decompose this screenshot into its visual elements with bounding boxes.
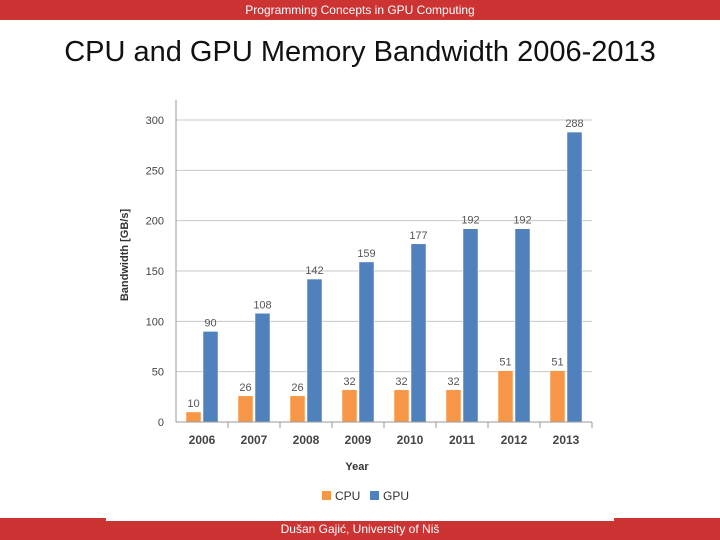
- bar-gpu: [254, 313, 271, 423]
- chart-legend: CPU GPU: [322, 489, 409, 503]
- chart-axes: 0 50 100 150 200 250 300 2006 2007 2008 2009 2010 20…: [146, 100, 593, 447]
- x-tick-label: 2012: [501, 433, 528, 447]
- data-label-cpu: 26: [239, 382, 251, 394]
- data-label-gpu: 192: [513, 215, 531, 227]
- x-tick-label: 2006: [189, 433, 216, 447]
- bar-cpu: [341, 389, 358, 423]
- legend-label-gpu: GPU: [383, 489, 409, 503]
- data-label-cpu: 32: [447, 376, 459, 388]
- data-label-gpu: 192: [461, 215, 479, 227]
- bar-gpu: [358, 261, 375, 423]
- data-label-cpu: 51: [551, 357, 563, 369]
- y-tick-label: 150: [146, 266, 164, 278]
- bar-cpu: [497, 370, 514, 423]
- data-label-gpu: 108: [253, 299, 271, 311]
- legend-swatch-cpu: [322, 491, 331, 500]
- data-label-cpu: 51: [499, 357, 511, 369]
- x-tick-label: 2007: [241, 433, 268, 447]
- y-tick-label: 100: [146, 316, 164, 328]
- bar-cpu: [289, 395, 306, 423]
- data-label-gpu: 142: [305, 265, 323, 277]
- bar-gpu: [566, 131, 583, 423]
- y-axis-title: Bandwidth [GB/s]: [119, 209, 131, 302]
- legend-label-cpu: CPU: [335, 489, 360, 503]
- bar-gpu: [410, 243, 427, 423]
- x-tick-label: 2010: [397, 433, 424, 447]
- presentation-header-bar: Programming Concepts in GPU Computing: [0, 0, 720, 20]
- data-label-gpu: 159: [357, 248, 375, 260]
- x-axis-title: Year: [345, 461, 369, 473]
- bar-cpu: [237, 395, 254, 423]
- y-tick-label: 250: [146, 165, 164, 177]
- chart-gridlines: [176, 119, 592, 423]
- y-tick-label: 300: [146, 115, 164, 127]
- bar-gpu: [202, 331, 219, 423]
- data-label-gpu: 177: [409, 230, 427, 242]
- bar-cpu: [185, 411, 202, 423]
- bar-gpu: [462, 228, 479, 423]
- bar-cpu: [549, 370, 566, 423]
- y-tick-label: 50: [152, 367, 164, 379]
- x-tick-label: 2008: [293, 433, 320, 447]
- data-label-gpu: 90: [204, 317, 216, 329]
- y-tick-label: 0: [158, 417, 164, 429]
- legend-swatch-gpu: [370, 491, 379, 500]
- data-label-cpu: 10: [187, 398, 199, 410]
- slide-title: CPU and GPU Memory Bandwidth 2006-2013: [64, 36, 656, 68]
- data-label-gpu: 288: [565, 118, 583, 130]
- x-tick-label: 2013: [553, 433, 580, 447]
- bar-cpu: [445, 389, 462, 423]
- x-tick-label: 2011: [449, 433, 475, 447]
- bar-gpu: [306, 278, 323, 423]
- chart-data-labels: 10 90 26 108 26 142 32 159 32 177 32 192 51 192 51 288: [187, 118, 583, 410]
- presentation-footer-bar: [0, 518, 720, 540]
- presentation-header-text: Programming Concepts in GPU Computing: [245, 3, 475, 17]
- y-tick-label: 200: [146, 216, 164, 228]
- presentation-footer-text: Dušan Gajić, University of Niš: [280, 522, 440, 536]
- bandwidth-bar-chart: 109026108261423215932177321925119251288 …: [119, 100, 593, 503]
- footer-divider: [106, 518, 614, 521]
- bar-gpu: [514, 228, 531, 423]
- bar-cpu: [393, 389, 410, 423]
- data-label-cpu: 32: [343, 376, 355, 388]
- data-label-cpu: 32: [395, 376, 407, 388]
- x-tick-label: 2009: [345, 433, 372, 447]
- data-label-cpu: 26: [291, 382, 303, 394]
- chart-bars: [185, 131, 583, 423]
